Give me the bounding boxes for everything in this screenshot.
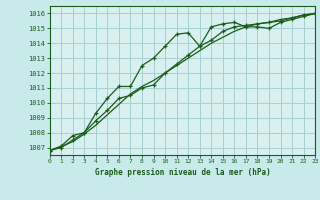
X-axis label: Graphe pression niveau de la mer (hPa): Graphe pression niveau de la mer (hPa) xyxy=(94,168,270,177)
